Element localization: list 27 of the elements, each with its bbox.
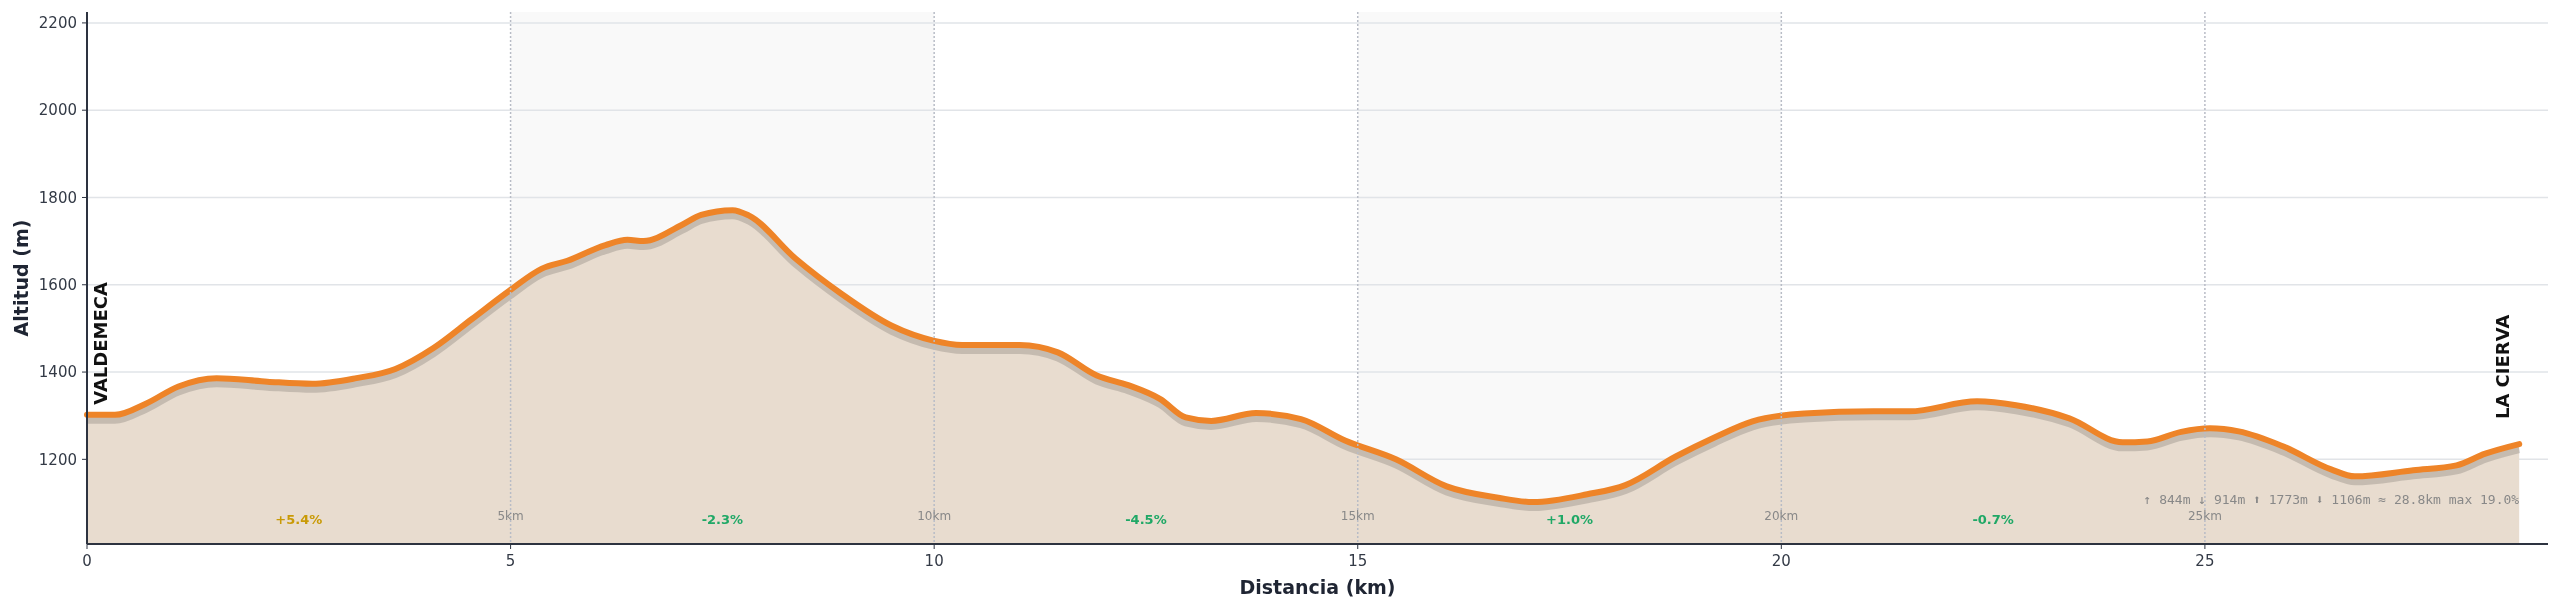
ref-line-label: 20km [1764, 509, 1799, 523]
x-tick-label: 15 [1348, 552, 1368, 570]
y-tick-label: 2200 [38, 14, 77, 33]
x-axis-title: Distancia (km) [1239, 576, 1396, 598]
annotation: VALDEMECA [90, 282, 111, 405]
y-axis-title: Altitud (m) [10, 219, 32, 337]
ref-line-label: 10km [917, 509, 952, 523]
y-tick-label: 1800 [38, 188, 77, 207]
annotation: -2.3% [701, 512, 744, 527]
ref-line-label: 5km [497, 509, 524, 523]
x-tick-label: 5 [505, 552, 516, 570]
y-tick-label: 1600 [38, 276, 77, 295]
x-tick-label: 20 [1771, 552, 1791, 570]
ref-line-label: 25km [2187, 509, 2222, 523]
y-tick-label: 2000 [38, 101, 77, 120]
ref-line-label: 15km [1340, 509, 1375, 523]
annotation: -0.7% [1972, 512, 2014, 527]
annotation: +5.4% [275, 512, 323, 527]
annotation: ↑ 844m ↓ 914m ⬆ 1773m ⬇ 1106m ≈ 28.8km max 19.0% [2143, 492, 2520, 507]
x-tick-label: 10 [924, 552, 944, 570]
annotation: -4.5% [1125, 512, 1167, 527]
x-tick-label: 0 [82, 552, 92, 570]
y-tick-label: 1400 [38, 363, 77, 382]
annotation: LA CIERVA [2492, 314, 2514, 420]
x-tick-label: 25 [2195, 552, 2215, 570]
annotation: +1.0% [1546, 512, 1594, 527]
y-tick-label: 1200 [38, 450, 77, 469]
